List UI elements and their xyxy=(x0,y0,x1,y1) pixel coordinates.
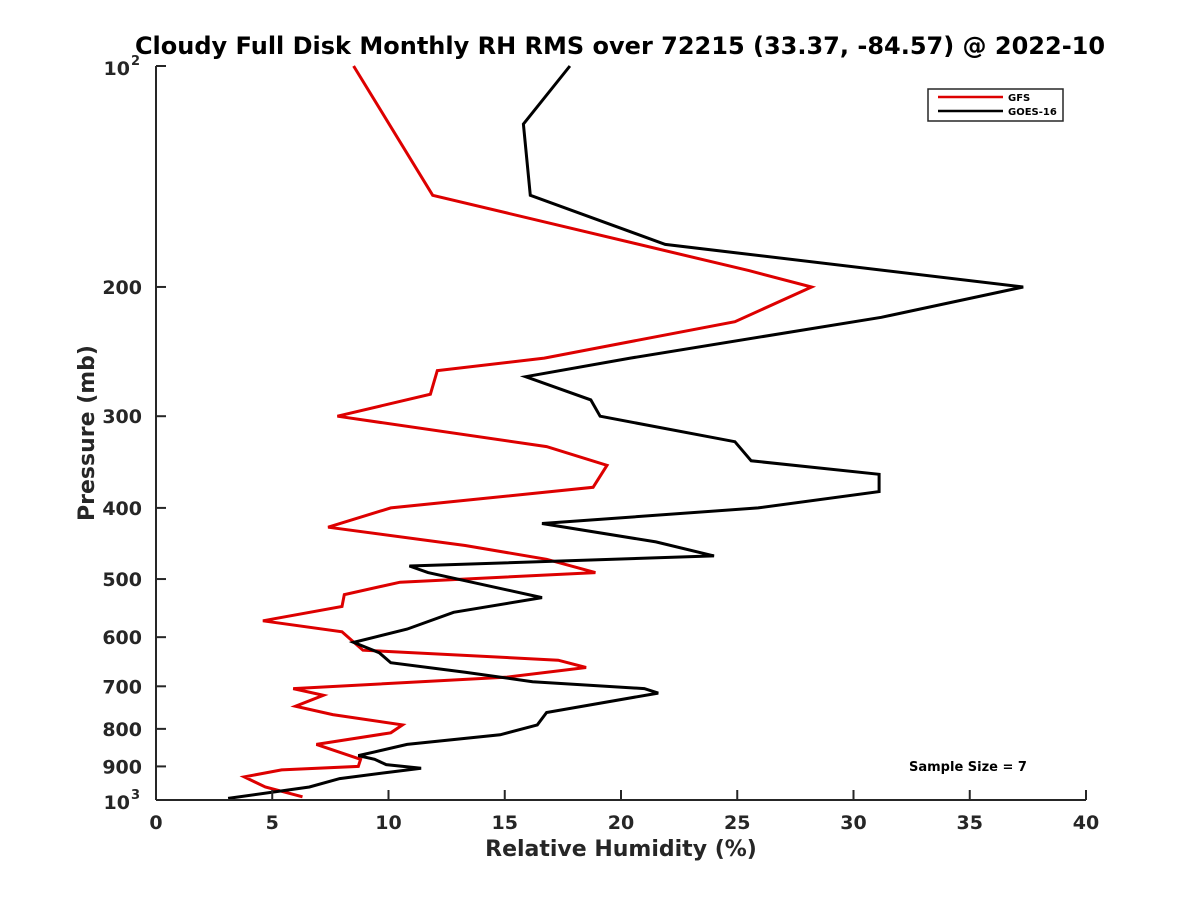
x-tick-label: 35 xyxy=(957,812,983,834)
series-line-goes16 xyxy=(227,65,1024,800)
y-tick-label: 10 xyxy=(104,792,130,814)
x-axis-label: Relative Humidity (%) xyxy=(485,837,757,862)
x-tick-label: 25 xyxy=(724,812,750,834)
y-axis-label: Pressure (mb) xyxy=(75,345,100,521)
y-tick-label: 900 xyxy=(102,756,142,778)
x-axis: 0 5 10 15 20 25 30 35 40 xyxy=(149,790,1099,834)
sample-size-annotation: Sample Size = 7 xyxy=(909,760,1027,775)
x-tick-label: 15 xyxy=(492,812,518,834)
y-tick-label: 300 xyxy=(102,406,142,428)
y-tick-label: 600 xyxy=(102,627,142,649)
plot-area xyxy=(227,65,1024,800)
x-tick-label: 40 xyxy=(1073,812,1099,834)
y-tick-label: 700 xyxy=(102,676,142,698)
y-tick-label: 500 xyxy=(102,569,142,591)
legend-label-gfs: GFS xyxy=(1008,93,1030,104)
y-tick-label: 400 xyxy=(102,498,142,520)
x-tick-label: 5 xyxy=(266,812,279,834)
x-tick-label: 20 xyxy=(608,812,634,834)
x-tick-label: 30 xyxy=(840,812,866,834)
x-tick-label: 10 xyxy=(375,812,401,834)
legend-box xyxy=(927,88,1064,122)
legend: GFS GOES-16 xyxy=(927,88,1064,122)
series-line-gfs xyxy=(239,65,817,799)
y-tick-label: 200 xyxy=(102,277,142,299)
y-tick-label: 10 xyxy=(104,58,130,80)
chart-title: Cloudy Full Disk Monthly RH RMS over 722… xyxy=(135,32,1105,60)
y-tick-label: 800 xyxy=(102,719,142,741)
x-tick-label: 0 xyxy=(149,812,162,834)
legend-label-goes16: GOES-16 xyxy=(1008,107,1057,118)
y-tick-label-exponent: 3 xyxy=(131,788,140,803)
y-tick-label-exponent: 2 xyxy=(131,54,140,69)
